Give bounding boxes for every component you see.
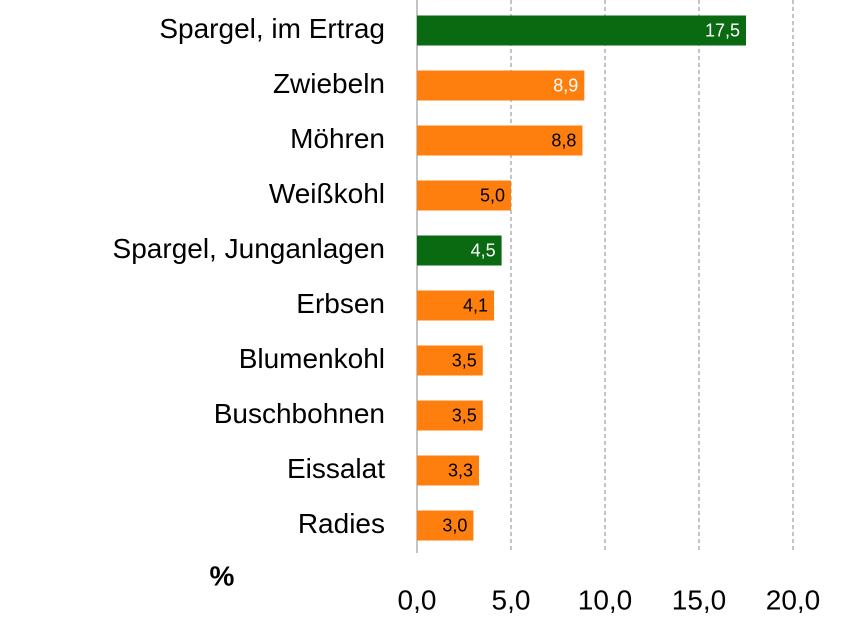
- value-label: 3,5: [452, 405, 477, 425]
- value-label: 3,5: [452, 350, 477, 370]
- x-tick-label: 20,0: [766, 584, 821, 615]
- y-tick-label: Spargel, Junganlagen: [113, 233, 385, 264]
- x-tick-label: 10,0: [578, 584, 633, 615]
- bar: [417, 345, 483, 376]
- y-tick-label: Buschbohnen: [214, 398, 385, 429]
- x-tick-label: 5,0: [492, 584, 531, 615]
- value-label: 17,5: [705, 20, 740, 40]
- value-label: 5,0: [480, 185, 505, 205]
- x-axis-label: %: [210, 560, 235, 591]
- y-tick-label: Möhren: [290, 123, 385, 154]
- bar: [417, 180, 511, 211]
- y-tick-label: Erbsen: [296, 288, 385, 319]
- y-tick-label: Blumenkohl: [239, 343, 385, 374]
- bar: [417, 510, 474, 541]
- y-tick-label: Radies: [298, 508, 385, 539]
- x-tick-label: 15,0: [672, 584, 727, 615]
- value-label: 3,0: [442, 515, 467, 535]
- bar: [417, 235, 502, 266]
- bar: [417, 455, 480, 486]
- bar: [417, 15, 746, 46]
- y-tick-label: Eissalat: [287, 453, 385, 484]
- bar: [417, 290, 495, 321]
- y-tick-label: Zwiebeln: [273, 68, 385, 99]
- y-tick-label: Weißkohl: [269, 178, 385, 209]
- value-label: 8,9: [553, 75, 578, 95]
- bar: [417, 400, 483, 431]
- bar: [417, 125, 583, 156]
- bar: [417, 70, 585, 101]
- value-label: 8,8: [551, 130, 576, 150]
- value-label: 4,1: [463, 295, 488, 315]
- value-label: 3,3: [448, 460, 473, 480]
- y-tick-label: Spargel, im Ertrag: [159, 13, 385, 44]
- value-label: 4,5: [471, 240, 496, 260]
- x-tick-label: 0,0: [398, 584, 437, 615]
